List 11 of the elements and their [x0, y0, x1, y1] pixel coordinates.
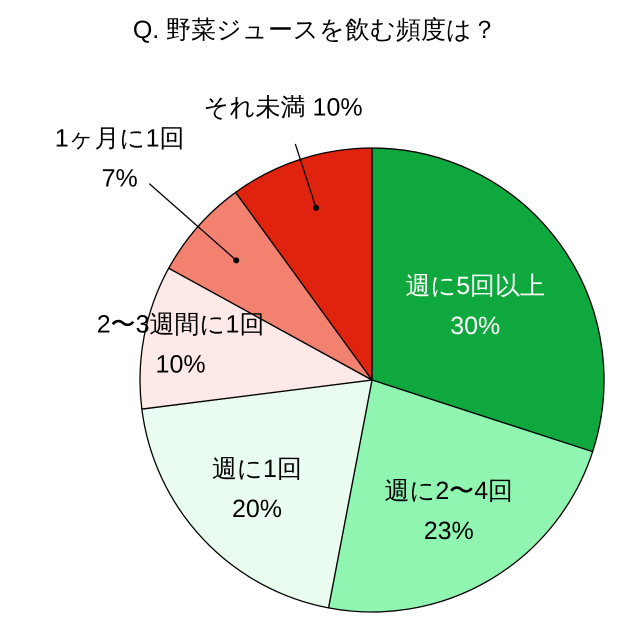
chart-title: Q. 野菜ジュースを飲む頻度は？: [132, 16, 498, 44]
data-label: 7%: [102, 164, 138, 193]
data-label: 10%: [156, 350, 206, 378]
slice-label: 週に1回: [212, 454, 302, 483]
data-label: 20%: [232, 494, 282, 523]
slice-label: それ未満 10%: [204, 93, 363, 122]
slice-label: 週に2〜4回: [384, 476, 514, 505]
slice-label: 週に5回以上: [405, 272, 546, 300]
data-label: 23%: [424, 516, 474, 545]
slice-label: 1ヶ月に1回: [54, 124, 185, 153]
data-label: 30%: [450, 312, 500, 340]
